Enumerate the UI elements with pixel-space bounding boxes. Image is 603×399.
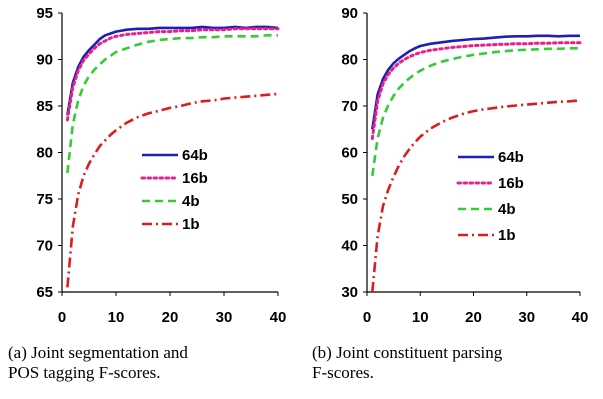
caption-a-line-2: POS tagging F-scores. (8, 363, 161, 382)
caption-b-line-2: F-scores. (312, 363, 374, 382)
caption-b: (b) Joint constituent parsing F-scores. (312, 343, 502, 383)
y-tick-label: 95 (36, 5, 53, 22)
y-tick-label: 75 (36, 191, 53, 208)
legend: 64b 16b 4b 1b (140, 147, 208, 233)
y-tick-label: 50 (341, 191, 358, 208)
y-tick-label: 90 (36, 52, 53, 69)
y-tick-label: 70 (36, 238, 53, 255)
x-tick-label: 40 (572, 309, 589, 326)
legend-label-4b: 4b (182, 193, 200, 210)
legend-label-1b: 1b (498, 227, 516, 244)
x-tick-label: 0 (58, 309, 66, 326)
x-tick-label: 30 (216, 309, 233, 326)
series-line-16b (370, 41, 582, 140)
y-tick-label: 40 (341, 238, 358, 255)
series-line-64b (371, 34, 580, 130)
y-tick-label: 65 (36, 284, 53, 301)
x-tick-label: 20 (162, 309, 179, 326)
series-line-16b (65, 27, 280, 122)
y-tick-label: 30 (341, 284, 358, 301)
caption-b-line-1: (b) Joint constituent parsing (312, 343, 503, 362)
x-tick-label: 10 (108, 309, 125, 326)
series-line-1b (371, 99, 581, 293)
chart-a: 65 70 75 80 85 90 95 0 10 20 30 40 64b 16b 4b 1b (36, 5, 286, 326)
x-tick-label: 0 (363, 309, 371, 326)
y-tick-label: 70 (341, 98, 358, 115)
caption-a-line-1: (a) Joint segmentation and (8, 343, 188, 362)
x-tick-label: 20 (465, 309, 482, 326)
legend-label-4b: 4b (498, 201, 516, 218)
legend-label-16b: 16b (498, 175, 524, 192)
x-tick-label: 10 (412, 309, 429, 326)
series-line-4b (66, 33, 278, 174)
legend-label-16b: 16b (182, 170, 208, 187)
legend-label-1b: 1b (182, 216, 200, 233)
series-line-1b (66, 92, 279, 288)
legend: 64b 16b 4b 1b (456, 149, 524, 244)
chart-b: 30 40 50 60 70 80 90 0 10 20 30 40 64b 16b 4b 1b (341, 5, 588, 326)
x-tick-label: 30 (518, 309, 535, 326)
legend-label-64b: 64b (498, 149, 524, 166)
y-tick-label: 90 (341, 5, 358, 22)
caption-a: (a) Joint segmentation and POS tagging F… (8, 343, 188, 383)
y-tick-label: 80 (341, 52, 358, 69)
series-line-4b (371, 46, 580, 176)
y-tick-label: 85 (36, 98, 53, 115)
y-tick-label: 60 (341, 145, 358, 162)
legend-label-64b: 64b (182, 147, 208, 164)
x-tick-label: 40 (270, 309, 287, 326)
series-line-64b (66, 25, 279, 116)
y-tick-label: 80 (36, 145, 53, 162)
